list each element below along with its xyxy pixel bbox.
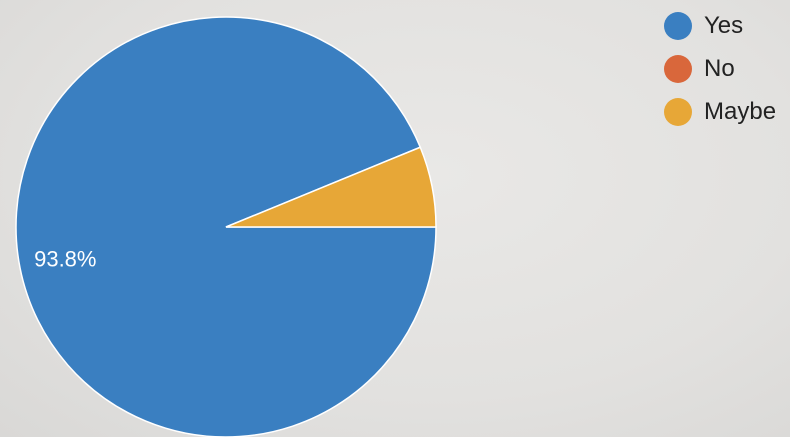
legend-swatch-no [664,54,692,83]
legend-label-maybe: Maybe [704,97,777,125]
legend-swatch-yes [664,11,692,40]
legend-label-yes: Yes [704,11,744,39]
legend-swatch-maybe [664,97,692,126]
legend-item-no[interactable]: No [664,47,776,90]
pie-slice-maybe [225,146,437,228]
legend-item-maybe[interactable]: Maybe [664,90,776,133]
pie-slices [15,16,437,437]
legend: Yes No Maybe [664,4,776,133]
legend-label-no: No [704,54,735,82]
legend-item-yes[interactable]: Yes [664,4,776,47]
slice-label-yes: 93.8% [34,247,96,272]
pie-labels: 93.8% [34,247,96,272]
